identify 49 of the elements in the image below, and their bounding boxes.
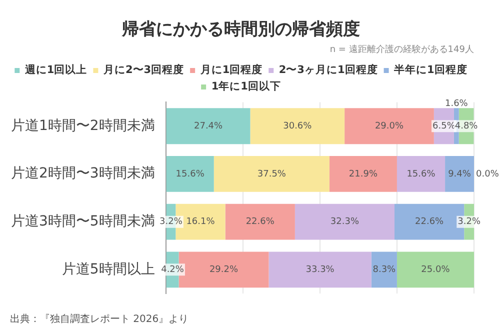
data-label: 32.3% xyxy=(330,217,360,228)
bar xyxy=(329,156,397,192)
source-note: 出典：『独自調査レポート 2026』より xyxy=(10,312,189,326)
bar xyxy=(371,252,397,288)
legend-label: 2〜3ヶ月に1回程度 xyxy=(278,63,378,76)
data-label: 30.6% xyxy=(283,121,312,132)
bar xyxy=(344,108,434,144)
data-label: 8.3% xyxy=(372,265,396,276)
bar xyxy=(250,108,345,144)
bar xyxy=(214,156,330,192)
bar xyxy=(396,156,446,192)
data-label: 9.4% xyxy=(448,169,472,180)
chart-title: 帰省にかかる時間別の帰省頻度 xyxy=(121,20,360,40)
bar xyxy=(166,108,250,144)
data-label: 33.3% xyxy=(306,265,335,276)
legend-label: 月に2〜3回程度 xyxy=(102,63,184,76)
data-label: 15.6% xyxy=(406,169,436,180)
legend-label: 1年に1回以下 xyxy=(211,80,281,93)
data-label: 16.1% xyxy=(186,217,216,228)
data-label: 29.2% xyxy=(209,265,238,276)
legend-label: 半年に1回程度 xyxy=(393,63,468,76)
data-label: 25.0% xyxy=(421,265,450,276)
data-label: 0.0% xyxy=(476,169,500,180)
y-tick-label: 片道3時間〜5時間未満 xyxy=(10,213,155,230)
data-label: 1.6% xyxy=(444,99,468,110)
data-label: 37.5% xyxy=(257,169,286,180)
bar xyxy=(396,252,474,288)
data-label: 15.6% xyxy=(176,169,205,180)
data-label: 22.6% xyxy=(415,217,444,228)
data-label: 27.4% xyxy=(194,121,224,132)
data-label: 22.6% xyxy=(246,217,275,228)
data-label: 21.9% xyxy=(348,169,378,180)
data-label: 4.8% xyxy=(454,121,478,132)
bar xyxy=(294,204,394,240)
bar xyxy=(166,156,214,192)
chart-subtitle: n = 遠距離介護の経験がある149人 xyxy=(330,44,474,56)
bar xyxy=(268,252,372,288)
data-label: 29.0% xyxy=(374,121,404,132)
y-tick-label: 片道5時間以上 xyxy=(62,261,155,278)
legend-label: 月に1回程度 xyxy=(199,63,263,76)
legend-label: 週に1回以上 xyxy=(24,63,88,76)
data-label: 3.2% xyxy=(160,217,183,228)
data-label: 3.2% xyxy=(458,217,481,228)
data-label: 4.2% xyxy=(161,265,184,276)
y-tick-label: 片道2時間〜3時間未満 xyxy=(10,166,155,182)
bar xyxy=(445,156,474,192)
data-label: 6.5% xyxy=(432,121,456,132)
y-tick-label: 片道1時間〜2時間未満 xyxy=(10,118,155,134)
bar xyxy=(225,204,295,240)
